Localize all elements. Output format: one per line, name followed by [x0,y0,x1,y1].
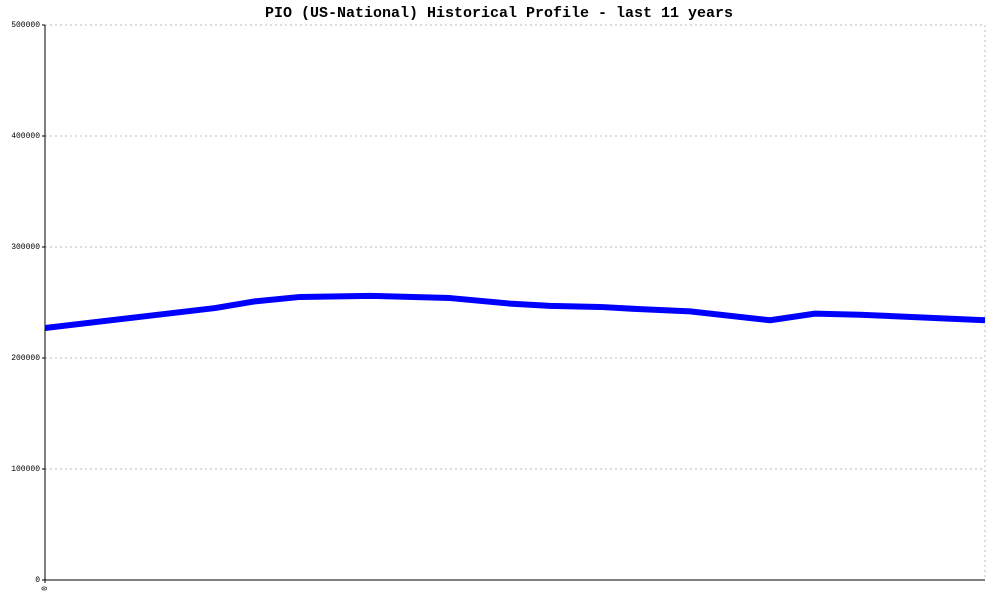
series-line [44,292,986,332]
y-tick-label: 0 [35,576,40,585]
y-tick-label: 100000 [11,465,40,474]
x-tick-label: 0 [41,586,50,591]
y-tick-label: 200000 [11,354,40,363]
chart-title: PIO (US-National) Historical Profile - l… [265,5,733,22]
y-tick-label: 300000 [11,243,40,252]
y-tick-label: 400000 [11,132,40,141]
y-tick-label: 500000 [11,21,40,30]
